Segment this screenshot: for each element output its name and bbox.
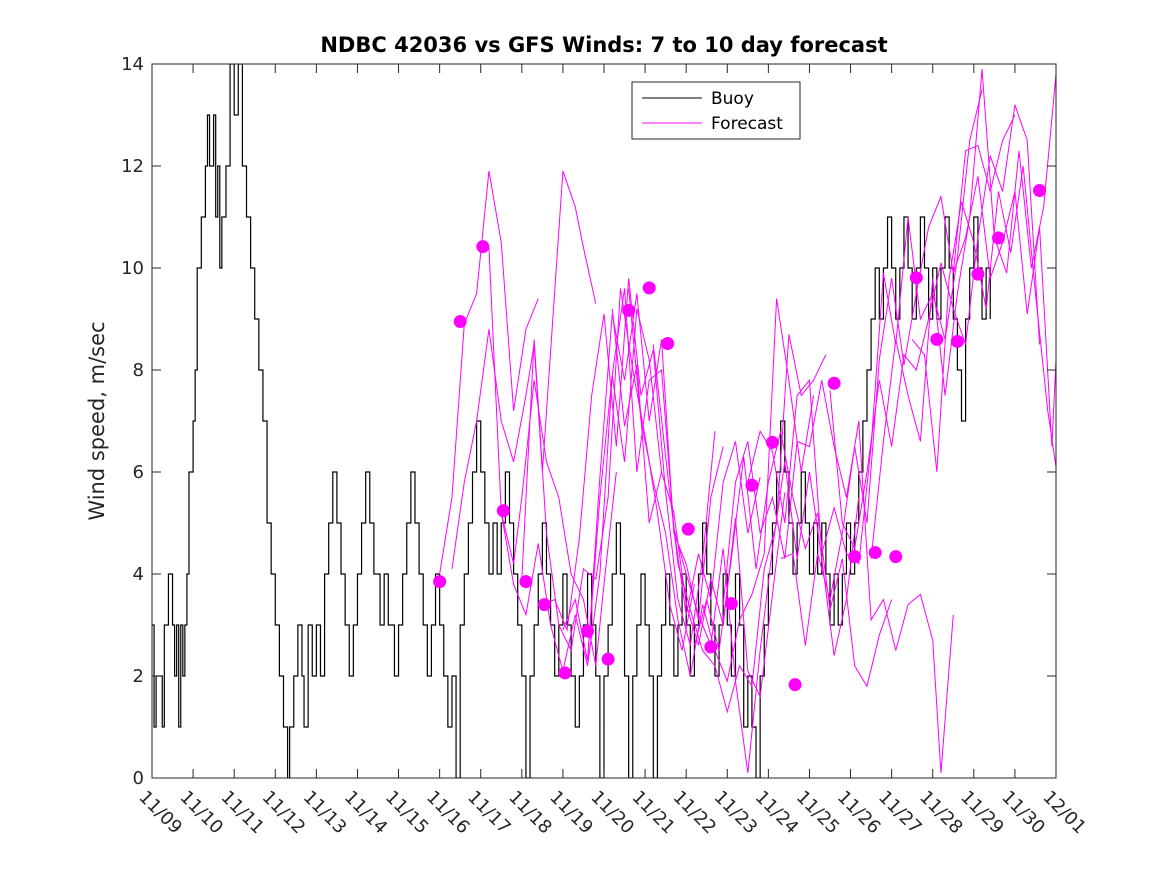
forecast-marker [788, 678, 802, 692]
y-tick-label: 10 [121, 258, 144, 279]
forecast-marker [476, 240, 490, 254]
forecast-marker [909, 271, 923, 285]
forecast-marker [681, 522, 695, 536]
y-axis: 0 2 4 6 8 10 12 14 [121, 54, 1056, 789]
forecast-line-6 [542, 278, 716, 646]
forecast-marker [868, 546, 882, 560]
forecast-marker [496, 504, 510, 518]
y-tick-label: 4 [133, 564, 144, 585]
forecast-marker [950, 334, 964, 348]
forecast-marker [1033, 183, 1047, 197]
forecast-marker [745, 478, 759, 492]
forecast-marker [848, 550, 862, 564]
forecast-line-13 [693, 431, 893, 688]
buoy-series [152, 64, 991, 778]
forecast-marker [453, 315, 467, 329]
forecast-line-19 [911, 165, 1056, 473]
forecast-line-14 [722, 380, 954, 773]
forecast-marker [581, 624, 595, 638]
y-tick-label: 8 [133, 360, 144, 381]
y-tick-label: 2 [133, 666, 144, 687]
y-tick-label: 0 [133, 768, 144, 789]
forecast-marker [622, 303, 636, 317]
forecast-line-11 [652, 334, 827, 714]
forecast-marker [765, 435, 779, 449]
forecast-line-12 [673, 461, 860, 773]
y-tick-label: 12 [121, 156, 144, 177]
forecast-marker [704, 640, 718, 654]
y-tick-label: 14 [121, 54, 144, 75]
forecast-marker [724, 597, 738, 611]
forecast-marker [519, 575, 533, 589]
forecast-line-2 [451, 170, 597, 569]
forecast-marker [601, 652, 615, 666]
forecast-marker-group [433, 183, 1047, 692]
forecast-marker [558, 666, 572, 680]
forecast-series-group [439, 69, 1056, 773]
legend: Buoy Forecast [631, 81, 801, 140]
forecast-line-3 [488, 247, 617, 666]
buoy-line [152, 64, 991, 778]
y-tick-label: 6 [133, 462, 144, 483]
forecast-line-20 [952, 176, 1056, 447]
forecast-marker [827, 376, 841, 390]
forecast-marker [642, 281, 656, 295]
forecast-marker [971, 267, 985, 281]
forecast-line-1 [439, 171, 539, 575]
forecast-line-18 [870, 69, 1056, 559]
y-axis-label: Wind speed, m/sec [85, 321, 109, 520]
forecast-marker [889, 550, 903, 564]
legend-box [631, 81, 801, 140]
forecast-marker [661, 336, 675, 350]
forecast-marker [537, 598, 551, 612]
legend-forecast-label: Forecast [711, 114, 783, 134]
forecast-line-17 [829, 104, 1041, 551]
forecast-marker [433, 575, 447, 589]
forecast-marker [930, 332, 944, 346]
forecast-line-15 [747, 89, 983, 565]
forecast-marker [991, 231, 1005, 245]
chart-title: NDBC 42036 vs GFS Winds: 7 to 10 day for… [320, 33, 887, 57]
legend-buoy-label: Buoy [711, 89, 754, 109]
forecast-line-10 [628, 288, 815, 683]
forecast-line-5 [521, 288, 695, 653]
